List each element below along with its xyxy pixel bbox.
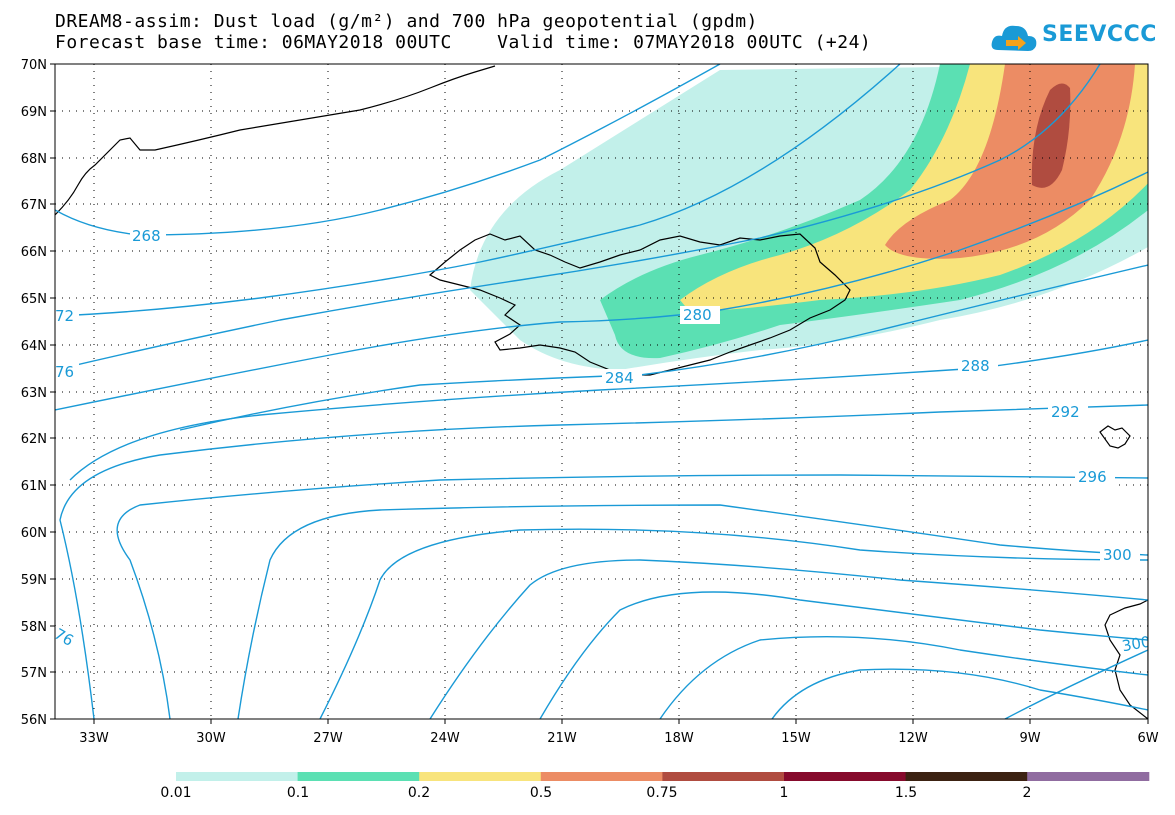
colorbar-label: 0.1: [286, 785, 310, 801]
contour-label: 300: [1103, 546, 1132, 564]
lat-label: 67N: [21, 198, 47, 213]
contour-316: [659, 635, 1148, 719]
lon-label: 6W: [1137, 731, 1158, 746]
lat-label: 69N: [21, 105, 47, 120]
colorbar-label: 2: [1022, 785, 1032, 801]
dust-band-0.75: [1031, 83, 1071, 188]
lon-label: 9W: [1019, 731, 1040, 746]
contour-304: [319, 528, 1148, 719]
map-subtitle: Forecast base time: 06MAY2018 00UTC Vali…: [55, 32, 872, 53]
contour-312: [539, 591, 1148, 719]
lat-label: 58N: [21, 620, 47, 635]
colorbar-swatch: [1027, 772, 1150, 781]
latitude-labels: 70N 69N 68N 67N 66N 65N 64N 63N 62N 61N …: [21, 58, 47, 728]
axis-ticks: [50, 63, 1149, 724]
contour-label: 284: [605, 369, 634, 387]
contour-272: [55, 64, 901, 317]
lon-label: 24W: [430, 731, 460, 746]
lat-label: 65N: [21, 292, 47, 307]
lat-label: 62N: [21, 432, 47, 447]
contour-label: 288: [961, 357, 990, 375]
lat-label: 70N: [21, 58, 47, 73]
contour-292: [59, 404, 1148, 719]
scotland-coast: [1104, 599, 1148, 719]
colorbar-label: 0.01: [160, 785, 192, 801]
colorbar-label: 0.2: [407, 785, 431, 801]
iceland-coast: [428, 233, 851, 376]
lon-label: 27W: [313, 731, 343, 746]
colorbar-swatch: [905, 772, 1028, 781]
greenland-coast: [55, 65, 496, 216]
colorbar-label: 0.5: [529, 785, 553, 801]
colorbar-swatch: [784, 772, 907, 781]
contour-308: [429, 559, 1148, 719]
lon-label: 15W: [781, 731, 811, 746]
lat-label: 60N: [21, 526, 47, 541]
dust-band-0.5: [885, 64, 1135, 259]
contour-324: [1004, 649, 1148, 719]
map-title: DREAM8-assim: Dust load (g/m²) and 700 h…: [55, 11, 758, 32]
coastlines: [55, 65, 1148, 719]
contour-label: 280: [683, 306, 712, 324]
lat-label: 61N: [21, 479, 47, 494]
faroe-coast: [1099, 425, 1131, 449]
colorbar: [176, 772, 1150, 781]
contour-label: 76: [55, 363, 74, 381]
contour-labels: 268 72 76 280 284 288 292 296 300 76 300: [51, 227, 1152, 656]
colorbar-label: 0.75: [646, 785, 678, 801]
contour-296: [116, 474, 1148, 719]
contour-320: [771, 668, 1148, 719]
colorbar-swatch: [540, 772, 663, 781]
lon-label: 21W: [547, 731, 577, 746]
lat-label: 63N: [21, 386, 47, 401]
lat-label: 68N: [21, 152, 47, 167]
colorbar-swatch: [176, 772, 299, 781]
longitude-labels: 33W 30W 27W 24W 21W 18W 15W 12W 9W 6W: [79, 731, 1158, 746]
contour-label: 300: [1121, 633, 1152, 656]
colorbar-label: 1: [779, 785, 789, 801]
contour-label: 72: [55, 307, 74, 325]
colorbar-label: 1.5: [894, 785, 918, 801]
colorbar-swatch: [419, 772, 542, 781]
graticule: [55, 64, 1148, 719]
lon-label: 12W: [898, 731, 928, 746]
contour-label: 268: [132, 227, 161, 245]
seevccc-logo: SEEVCCC: [990, 18, 1160, 58]
cloud-arrow-icon: [991, 25, 1037, 51]
lat-label: 64N: [21, 339, 47, 354]
contour-288: [69, 339, 1148, 481]
colorbar-swatch: [662, 772, 785, 781]
colorbar-swatch: [297, 772, 420, 781]
lat-label: 56N: [21, 713, 47, 728]
contour-280: [55, 171, 1148, 411]
logo-text: SEEVCCC: [1042, 22, 1157, 47]
contour-label: 76: [51, 625, 77, 650]
lat-label: 59N: [21, 573, 47, 588]
lon-label: 33W: [79, 731, 109, 746]
contour-276: [55, 64, 1101, 371]
lon-label: 30W: [196, 731, 226, 746]
contour-label: 292: [1051, 403, 1080, 421]
lon-label: 18W: [664, 731, 694, 746]
contour-300: [237, 504, 1148, 719]
lat-label: 57N: [21, 666, 47, 681]
lat-label: 66N: [21, 245, 47, 260]
map-area: 268 72 76 280 284 288 292 296 300 76 300: [51, 64, 1152, 719]
contour-label: 296: [1078, 468, 1107, 486]
